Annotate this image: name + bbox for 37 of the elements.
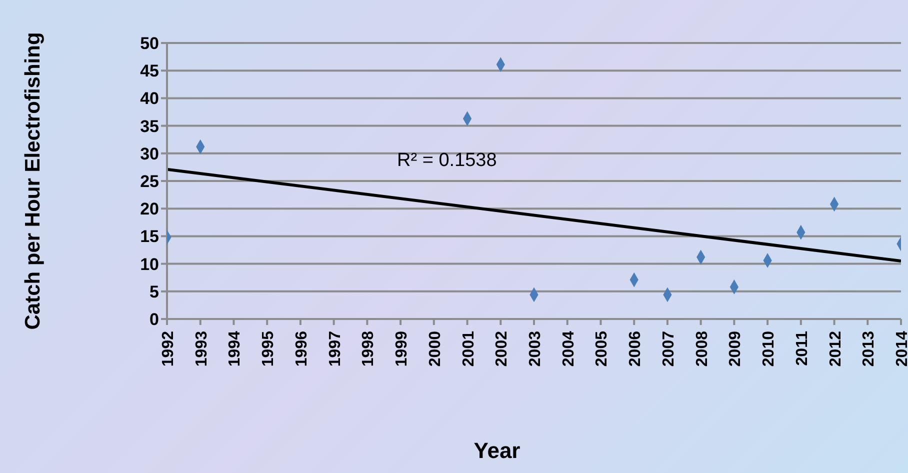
x-tick-label: 2000: [426, 330, 444, 367]
y-tick-label: 0: [150, 310, 159, 330]
x-tick-label: 2014: [894, 330, 908, 367]
y-tick-label: 25: [140, 172, 159, 192]
x-tick-label: 2012: [827, 330, 844, 367]
x-tick-label: 1994: [226, 330, 244, 367]
x-tick-label: 1997: [326, 330, 344, 367]
x-tick-label: 1996: [293, 330, 310, 367]
x-tick-label: 2005: [594, 330, 611, 367]
y-tick-label: 30: [140, 144, 159, 164]
x-tick-label: 1999: [394, 330, 411, 367]
x-axis-title: Year: [472, 438, 522, 464]
y-tick-label: 10: [140, 254, 159, 274]
x-tick-label: 2002: [494, 330, 511, 367]
y-tick-label: 5: [150, 282, 159, 302]
x-tick-label: 2011: [794, 330, 811, 366]
y-tick-label: 50: [140, 34, 159, 54]
y-tick-label: 40: [140, 89, 159, 108]
x-tick-label: 2001: [460, 330, 478, 367]
x-tick-label: 1998: [360, 330, 378, 367]
y-tick-label: 45: [140, 62, 159, 81]
y-tick-label: 15: [140, 227, 159, 246]
x-tick-label: 2008: [694, 330, 711, 367]
x-tick-label: 2004: [560, 330, 578, 367]
annotation: R² = 0.1538: [397, 150, 497, 172]
y-axis-title: Catch per Hour Electrofishing: [21, 32, 44, 330]
y-tick-label: 20: [140, 200, 159, 219]
x-tick-label: 1993: [193, 330, 210, 367]
x-tick-label: 1995: [260, 330, 278, 367]
x-tick-label: 2009: [727, 330, 744, 367]
x-tick-label: 2003: [527, 330, 544, 367]
x-tick-label: 1992: [160, 330, 177, 367]
x-tick-label: 2006: [627, 330, 644, 367]
x-tick-label: 2007: [660, 330, 678, 367]
x-tick-label: 2013: [860, 330, 878, 367]
y-tick-label: 35: [140, 116, 159, 136]
x-tick-label: 2010: [760, 330, 778, 367]
